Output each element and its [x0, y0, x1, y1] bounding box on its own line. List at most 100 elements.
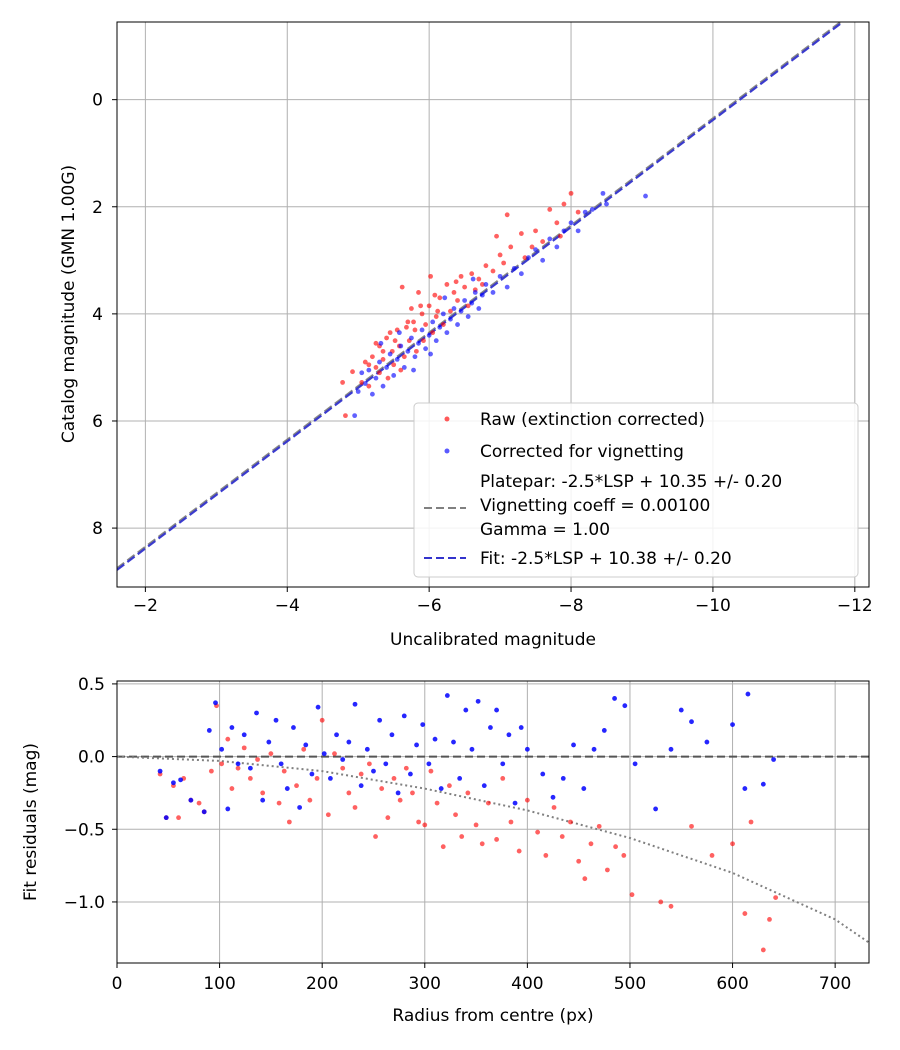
raw-residual-point — [416, 819, 422, 825]
bottom-x-tick-label: 700 — [819, 974, 851, 994]
top-y-tick-label: 6 — [92, 412, 103, 432]
raw-residual-point — [709, 853, 715, 858]
corrected-point — [352, 413, 358, 419]
legend-label-platepar-3: Gamma = 1.00 — [480, 520, 610, 540]
raw-point — [455, 298, 460, 303]
raw-residual-point — [446, 783, 452, 789]
corrected-residual-point — [284, 786, 290, 791]
corrected-residual-point — [420, 722, 426, 728]
top-y-axis-label: Catalog magnitude (GMN 1.00G) — [59, 165, 79, 443]
corrected-residual-point — [581, 786, 587, 791]
raw-residual-point — [403, 765, 409, 771]
corrected-point — [423, 346, 429, 352]
raw-point — [343, 413, 348, 419]
raw-point — [369, 354, 375, 360]
raw-point — [529, 244, 535, 250]
corrected-point — [451, 306, 457, 311]
corrected-residual-point — [389, 732, 395, 738]
bottom-panel: 0 100 200 300 400 500 600 700 0.5 0.0 −0.5 −1.0 Rad… — [21, 675, 870, 1026]
raw-residual-point — [689, 823, 694, 829]
corrected-residual-point — [540, 771, 546, 777]
raw-point — [533, 228, 538, 234]
raw-point — [547, 207, 553, 212]
bottom-y-tick-label: 0.0 — [78, 748, 105, 768]
corrected-residual-point — [315, 704, 321, 710]
raw-point — [401, 354, 407, 360]
raw-residual-point — [440, 844, 446, 850]
corrected-point — [600, 190, 606, 196]
raw-point — [373, 340, 379, 346]
corrected-residual-point — [438, 786, 444, 791]
corrected-point — [554, 244, 560, 250]
raw-point — [387, 330, 393, 336]
corrected-residual-point — [321, 751, 327, 757]
corrected-point — [533, 247, 538, 253]
raw-point — [444, 282, 450, 287]
corrected-point — [411, 367, 416, 373]
raw-residual-point — [508, 819, 514, 825]
raw-residual-point — [500, 775, 506, 781]
corrected-point — [384, 365, 389, 370]
raw-point — [384, 335, 389, 341]
bottom-x-tick-label: 400 — [511, 974, 543, 994]
corrected-residual-point — [408, 771, 413, 777]
corrected-residual-point — [334, 732, 339, 738]
raw-residual-point — [588, 841, 594, 847]
corrected-point — [589, 207, 595, 212]
corrected-residual-point — [273, 717, 279, 723]
corrected-point — [380, 383, 386, 389]
raw-point — [575, 209, 581, 215]
raw-residual-point — [397, 797, 403, 803]
raw-point — [476, 276, 482, 282]
raw-residual-point — [358, 771, 364, 777]
corrected-point — [366, 367, 372, 373]
corrected-residual-point — [612, 696, 617, 701]
raw-point — [568, 190, 574, 196]
raw-point — [405, 319, 411, 325]
corrected-residual-point — [229, 725, 235, 730]
corrected-residual-point — [377, 717, 383, 723]
raw-residual-point — [658, 899, 664, 905]
corrected-point — [455, 322, 460, 327]
corrected-point — [416, 340, 421, 346]
corrected-residual-point — [518, 725, 524, 730]
bottom-y-tick-label: −0.5 — [64, 820, 105, 840]
corrected-residual-point — [668, 746, 674, 752]
corrected-point — [433, 338, 439, 344]
corrected-point — [430, 319, 436, 325]
raw-residual-point — [391, 775, 397, 781]
raw-point — [428, 273, 433, 279]
corrected-point — [355, 389, 361, 394]
raw-residual-point — [773, 895, 779, 900]
corrected-residual-point — [481, 783, 487, 789]
legend-label-platepar-1: Platepar: -2.5*LSP + 10.35 +/- 0.20 — [480, 472, 782, 492]
corrected-residual-point — [469, 746, 475, 752]
bottom-x-tick-label: 100 — [203, 974, 235, 994]
raw-residual-point — [410, 790, 415, 796]
raw-point — [437, 295, 443, 301]
raw-residual-point — [604, 867, 610, 873]
corrected-residual-point — [426, 761, 432, 767]
corrected-residual-point — [506, 732, 512, 738]
raw-residual-point — [241, 745, 247, 751]
raw-residual-point — [294, 783, 299, 789]
corrected-point — [398, 343, 404, 349]
corrected-residual-point — [457, 775, 463, 781]
corrected-residual-point — [742, 786, 748, 791]
raw-residual-point — [196, 800, 202, 806]
corrected-residual-point — [463, 707, 469, 713]
raw-point — [540, 239, 546, 244]
top-x-tick-label: −10 — [695, 596, 731, 616]
corrected-point — [426, 332, 432, 338]
corrected-residual-point — [444, 693, 450, 698]
corrected-residual-point — [401, 713, 407, 719]
corrected-residual-point — [689, 719, 694, 725]
corrected-residual-point — [653, 806, 659, 812]
corrected-point — [476, 306, 482, 311]
bottom-x-axis-label: Radius from centre (px) — [392, 1006, 593, 1026]
corrected-point — [483, 282, 489, 287]
raw-point — [554, 220, 560, 226]
raw-point — [426, 303, 432, 309]
raw-point — [557, 233, 563, 239]
corrected-residual-point — [745, 691, 751, 697]
